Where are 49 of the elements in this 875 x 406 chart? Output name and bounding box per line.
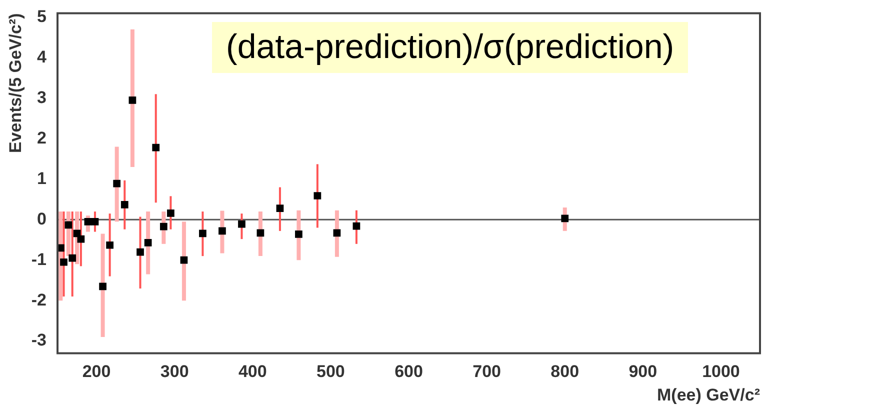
- x-tick-label: 1000: [702, 362, 740, 382]
- point: [73, 230, 81, 238]
- point: [84, 218, 92, 226]
- x-tick-label: 200: [82, 362, 111, 382]
- point: [561, 214, 569, 222]
- x-tick-label: 400: [238, 362, 267, 382]
- point: [144, 239, 152, 246]
- point: [91, 218, 99, 226]
- point: [99, 282, 106, 290]
- point: [77, 235, 85, 243]
- point: [128, 96, 136, 104]
- point: [68, 254, 76, 262]
- y-tick-label: 5: [37, 6, 47, 26]
- x-tick-label: 800: [550, 362, 580, 382]
- y-tick-label: 4: [37, 47, 48, 66]
- point: [218, 227, 226, 235]
- x-tick-label: 500: [316, 362, 345, 382]
- point: [106, 241, 114, 249]
- point: [276, 204, 284, 212]
- y-tick-label: -3: [31, 330, 47, 350]
- point: [333, 229, 341, 237]
- point: [160, 222, 168, 230]
- point: [180, 256, 188, 264]
- annotation: (data-prediction)/σ(prediction): [212, 22, 688, 73]
- point: [256, 229, 264, 237]
- y-axis-title: Events/(5 GeV/c²): [6, 13, 25, 154]
- point: [120, 200, 128, 208]
- point: [199, 230, 206, 238]
- point: [64, 221, 72, 229]
- y-tick-label: -1: [31, 250, 47, 269]
- y-tick-label: 1: [37, 168, 47, 188]
- point: [60, 258, 68, 266]
- x-tick-label: 900: [628, 362, 658, 382]
- point: [314, 192, 322, 200]
- y-tick-label: 2: [37, 128, 47, 148]
- point: [113, 180, 121, 188]
- point: [136, 248, 144, 256]
- y-tick-label: 3: [37, 88, 47, 107]
- y-tick-label: -2: [31, 290, 47, 310]
- x-tick-label: 600: [394, 362, 423, 382]
- x-tick-label: 700: [472, 362, 501, 382]
- point: [352, 222, 360, 230]
- point: [295, 230, 302, 238]
- point: [238, 220, 246, 228]
- point: [167, 209, 174, 217]
- point: [152, 144, 160, 152]
- x-tick-label: 300: [160, 362, 189, 382]
- x-axis-title: M(ee) GeV/c²: [657, 385, 760, 404]
- y-tick-label: 0: [37, 209, 47, 228]
